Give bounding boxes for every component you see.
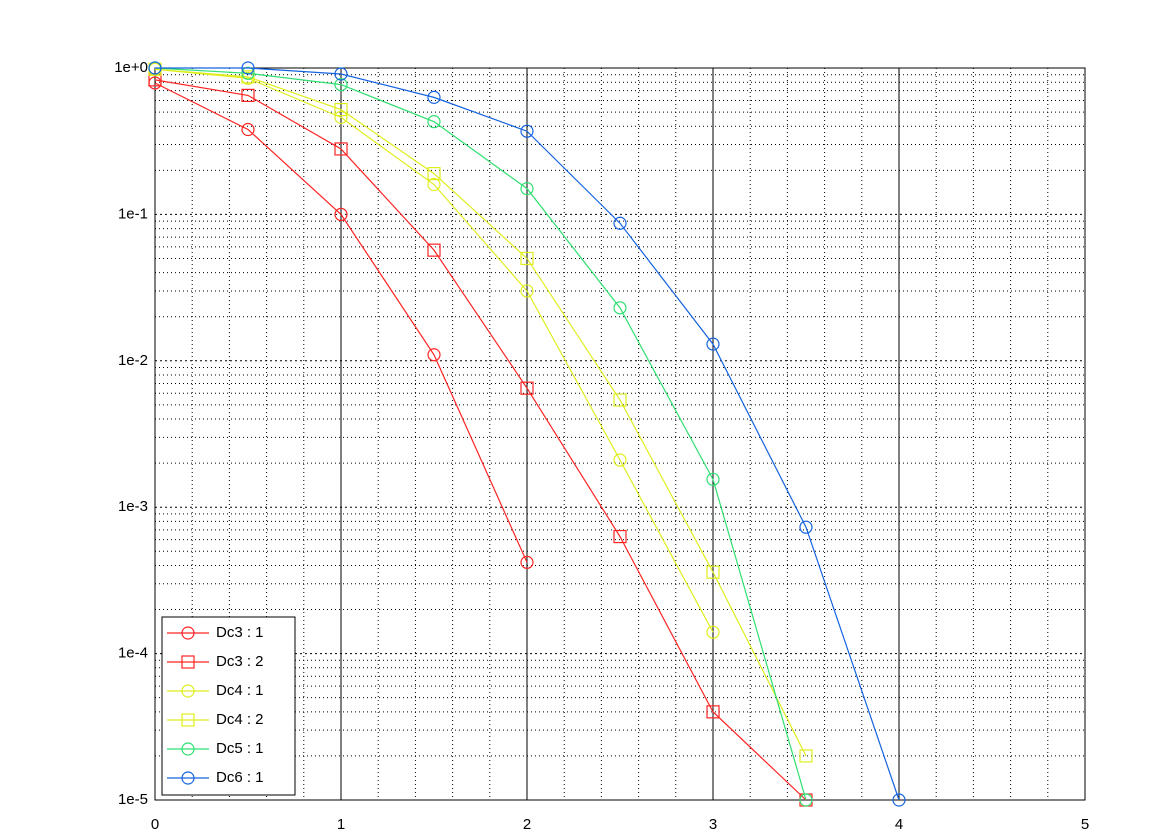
- marker: [706, 472, 720, 486]
- series-line: [154, 68, 714, 633]
- legend-label: Dc4 : 1: [216, 682, 264, 699]
- marker: [706, 625, 720, 639]
- legend-box: [161, 616, 296, 796]
- marker: [520, 284, 534, 298]
- x-tick-label: 3: [709, 816, 717, 833]
- marker: [799, 520, 813, 534]
- x-tick-label: 0: [151, 816, 159, 833]
- marker: [613, 216, 627, 230]
- marker: [181, 655, 195, 669]
- legend: Dc3 : 1 Dc3 : 2 Dc4 : 1 Dc4 : 2 Dc5 : 1 Dc6 :…: [161, 616, 296, 796]
- marker: [334, 78, 348, 92]
- marker: [148, 61, 162, 75]
- y-tick-label: 1e-4: [118, 645, 148, 662]
- legend-label: Dc5 : 1: [216, 740, 264, 757]
- marker: [799, 749, 813, 763]
- marker: [241, 66, 255, 80]
- marker: [241, 70, 255, 84]
- marker: [427, 90, 441, 104]
- marker: [427, 243, 441, 257]
- marker: [334, 67, 348, 81]
- marker: [427, 348, 441, 362]
- marker: [181, 684, 195, 698]
- marker: [706, 337, 720, 351]
- marker: [706, 565, 720, 579]
- series-line: [155, 67, 900, 801]
- marker: [520, 555, 534, 569]
- marker: [181, 742, 195, 756]
- plot-frame: [154, 67, 1086, 801]
- marker: [613, 301, 627, 315]
- series-line: [154, 67, 807, 801]
- marker: [427, 115, 441, 129]
- y-tick-label: 1e-3: [118, 498, 148, 515]
- marker: [334, 110, 348, 124]
- x-tick-label: 1: [337, 816, 345, 833]
- x-tick-label: 5: [1081, 816, 1089, 833]
- marker: [334, 207, 348, 221]
- marker: [427, 177, 441, 192]
- legend-label: Dc6 : 1: [216, 769, 264, 786]
- legend-label: Dc3 : 2: [216, 653, 264, 670]
- marker: [241, 88, 255, 102]
- y-tick-label: 1e-5: [118, 791, 148, 808]
- series-line: [154, 82, 528, 563]
- series-line: [154, 68, 807, 757]
- x-tick-label: 4: [895, 816, 903, 833]
- marker: [613, 453, 627, 467]
- legend-label: Dc3 : 1: [216, 624, 264, 641]
- y-tick-label: 1e+0: [114, 59, 148, 76]
- marker: [181, 713, 195, 727]
- marker: [520, 381, 534, 395]
- marker: [799, 793, 813, 807]
- marker: [892, 793, 906, 807]
- marker: [520, 251, 534, 266]
- marker: [520, 124, 534, 138]
- marker: [613, 393, 627, 407]
- marker: [613, 529, 627, 544]
- marker: [241, 122, 255, 137]
- series-line: [154, 79, 807, 801]
- y-tick-label: 1e-2: [118, 352, 148, 369]
- y-tick-label: 1e-1: [118, 205, 148, 222]
- marker: [241, 61, 255, 75]
- marker: [181, 771, 195, 785]
- marker: [427, 166, 441, 181]
- marker: [520, 182, 534, 196]
- x-tick-label: 2: [523, 816, 531, 833]
- marker: [706, 705, 720, 719]
- marker: [181, 626, 195, 640]
- legend-label: Dc4 : 2: [216, 711, 264, 728]
- marker: [334, 142, 348, 156]
- marker: [334, 102, 348, 117]
